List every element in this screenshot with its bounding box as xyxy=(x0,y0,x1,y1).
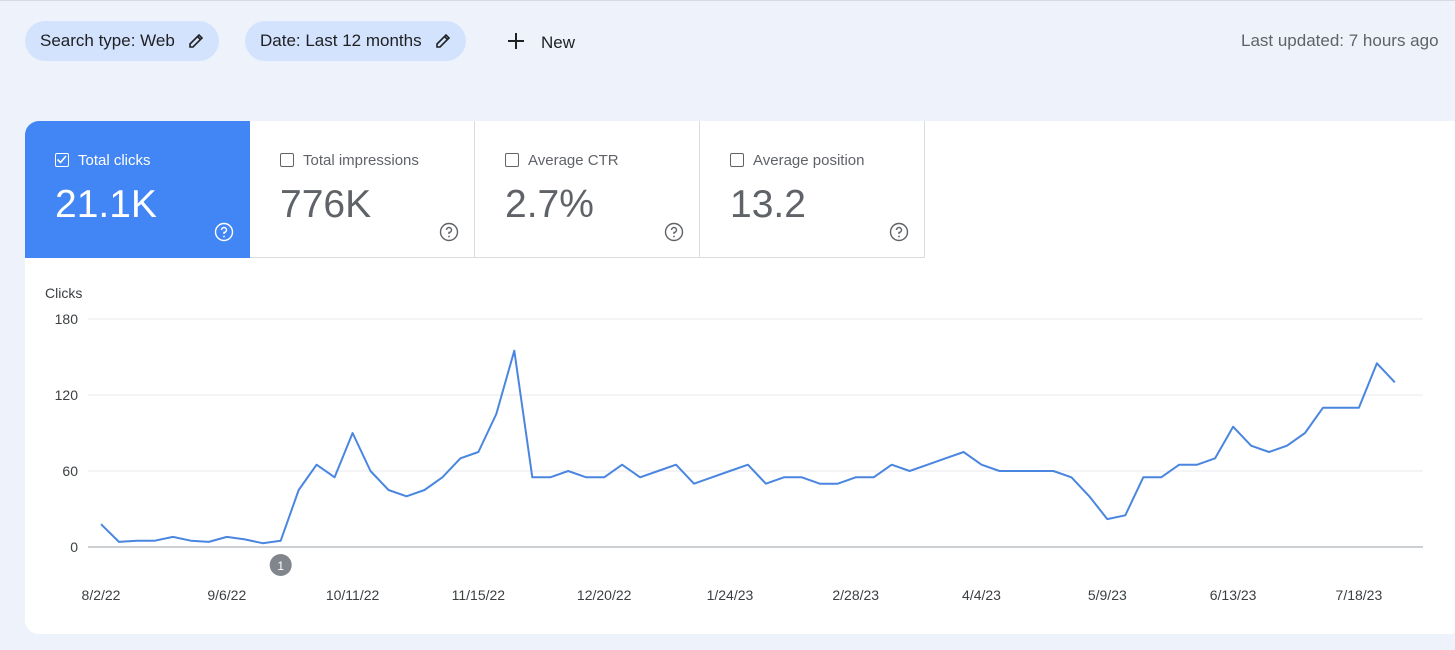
checkbox[interactable] xyxy=(55,153,69,167)
x-tick-label: 6/13/23 xyxy=(1210,587,1257,603)
metric-card[interactable]: Average CTR 2.7% xyxy=(475,121,700,258)
metric-card[interactable]: Total impressions 776K xyxy=(250,121,475,258)
performance-panel: Clicks 0 60 120 180 8/2/22 9/6/22 10/11/22 11/1… xyxy=(25,121,1455,634)
x-tick-label: 2/28/23 xyxy=(832,587,879,603)
checkbox[interactable] xyxy=(505,153,519,167)
filter-chip[interactable]: Date: Last 12 months xyxy=(245,21,466,61)
edit-icon xyxy=(189,33,203,48)
annotation-marker xyxy=(269,554,292,576)
chip-label: Search type: Web xyxy=(40,31,175,50)
metric-label: Total clicks xyxy=(78,152,151,169)
new-label: New xyxy=(541,33,576,52)
x-tick-label: 4/4/23 xyxy=(962,587,1001,603)
y-tick-label: 120 xyxy=(55,387,79,403)
checkbox[interactable] xyxy=(730,153,744,167)
metric-value: 13.2 xyxy=(730,183,806,226)
help-icon[interactable] xyxy=(214,222,234,242)
help-icon[interactable] xyxy=(439,222,459,242)
plus-icon xyxy=(508,33,524,49)
divider xyxy=(0,0,1455,1)
help-icon[interactable] xyxy=(889,222,909,242)
y-axis-label: Clicks xyxy=(45,285,82,301)
checkbox[interactable] xyxy=(280,153,294,167)
metric-label: Average position xyxy=(753,152,865,169)
last-updated: Last updated: 7 hours ago xyxy=(1241,31,1439,50)
new-button[interactable]: New xyxy=(505,30,575,53)
metric-card[interactable]: Average position 13.2 xyxy=(700,121,925,258)
y-tick-label: 60 xyxy=(62,463,78,479)
filter-chip[interactable]: Search type: Web xyxy=(25,21,219,61)
edit-icon xyxy=(435,33,450,48)
x-tick-label: 11/15/22 xyxy=(452,587,506,603)
series-line xyxy=(100,349,1396,545)
x-tick-label: 12/20/22 xyxy=(577,587,632,603)
help-icon[interactable] xyxy=(664,222,684,242)
y-tick-label: 0 xyxy=(70,539,78,555)
x-tick-label: 5/9/23 xyxy=(1088,587,1127,603)
x-tick-label: 1/24/23 xyxy=(707,587,754,603)
x-tick-label: 7/18/23 xyxy=(1336,587,1383,603)
metric-label: Total impressions xyxy=(303,152,419,169)
x-tick-label: 9/6/22 xyxy=(207,587,246,603)
metric-card[interactable]: Total clicks 21.1K xyxy=(25,121,250,258)
metric-value: 2.7% xyxy=(505,183,594,226)
metric-value: 21.1K xyxy=(55,183,157,226)
annotation-label: 1 xyxy=(277,559,284,573)
metric-value: 776K xyxy=(280,183,372,226)
chip-label: Date: Last 12 months xyxy=(260,31,422,50)
metric-label: Average CTR xyxy=(528,152,619,169)
y-tick-label: 180 xyxy=(55,311,79,327)
x-tick-label: 8/2/22 xyxy=(82,587,121,603)
x-tick-label: 10/11/22 xyxy=(326,587,380,603)
chart: Clicks 0 60 120 180 8/2/22 9/6/22 10/11/22 11/1… xyxy=(45,285,1423,603)
